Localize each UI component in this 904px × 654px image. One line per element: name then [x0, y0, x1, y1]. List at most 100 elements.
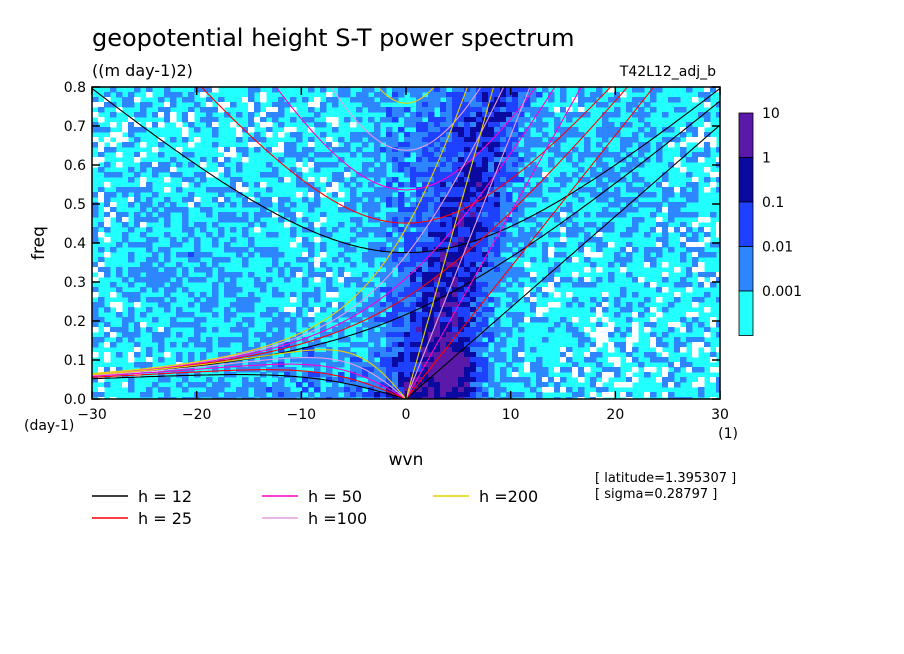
heatmap-cell [230, 247, 237, 253]
heatmap-cell [458, 202, 465, 208]
heatmap-cell [680, 252, 687, 258]
heatmap-cell [512, 147, 519, 153]
heatmap-cell [398, 337, 405, 343]
heatmap-cell [146, 102, 153, 108]
heatmap-cell [452, 237, 459, 243]
heatmap-cell [500, 357, 507, 363]
heatmap-cell [332, 187, 339, 193]
heatmap-cell [320, 272, 327, 278]
heatmap-cell [308, 162, 315, 168]
heatmap-cell [194, 332, 201, 338]
heatmap-cell [230, 357, 237, 363]
heatmap-cell [392, 177, 399, 183]
heatmap-cell [428, 257, 435, 263]
heatmap-cell [506, 182, 513, 188]
heatmap-cell [134, 342, 141, 348]
colorbar-label: 0.1 [762, 195, 784, 211]
heatmap-cell [104, 182, 111, 188]
heatmap-cell [692, 312, 699, 318]
heatmap-cell [188, 97, 195, 103]
heatmap-cell [452, 217, 459, 223]
heatmap-cell [476, 392, 483, 398]
heatmap-cell [110, 207, 117, 213]
heatmap-cell [548, 247, 555, 253]
heatmap-cell [536, 122, 543, 128]
heatmap-cell [326, 232, 333, 238]
heatmap-cell [260, 137, 267, 143]
heatmap-cell [332, 182, 339, 188]
heatmap-cell [272, 232, 279, 238]
heatmap-cell [512, 357, 519, 363]
heatmap-cell [500, 142, 507, 148]
heatmap-cell [572, 297, 579, 303]
heatmap-cell [206, 302, 213, 308]
heatmap-cell [698, 242, 705, 248]
heatmap-cell [284, 197, 291, 203]
heatmap-cell [344, 182, 351, 188]
heatmap-cell [488, 162, 495, 168]
heatmap-cell [290, 132, 297, 138]
heatmap-cell [452, 242, 459, 248]
legend-label: h = 50 [308, 487, 362, 506]
heatmap-cell [164, 252, 171, 258]
heatmap-cell [182, 207, 189, 213]
heatmap-cell [656, 237, 663, 243]
heatmap-cell [380, 372, 387, 378]
heatmap-cell [446, 392, 453, 398]
heatmap-cell [362, 87, 369, 93]
heatmap-cell [452, 367, 459, 373]
heatmap-cell [428, 122, 435, 128]
heatmap-cell [314, 287, 321, 293]
heatmap-cell [242, 397, 249, 399]
heatmap-cell [614, 127, 621, 133]
heatmap-cell [392, 337, 399, 343]
heatmap-cell [152, 277, 159, 283]
heatmap-cell [608, 367, 615, 373]
heatmap-cell [188, 152, 195, 158]
heatmap-cell [608, 322, 615, 328]
heatmap-cell [482, 272, 489, 278]
heatmap-cell [176, 242, 183, 248]
heatmap-cell [242, 342, 249, 348]
heatmap-cell [650, 132, 657, 138]
heatmap-cell [140, 362, 147, 368]
heatmap-cell [350, 217, 357, 223]
heatmap-cell [530, 387, 537, 393]
heatmap-cell [140, 202, 147, 208]
heatmap-cell [338, 277, 345, 283]
heatmap-cell [386, 117, 393, 123]
heatmap-cell [434, 192, 441, 198]
heatmap-cell [434, 167, 441, 173]
heatmap-cell [146, 267, 153, 273]
heatmap-cell [122, 332, 129, 338]
heatmap-cell [512, 372, 519, 378]
heatmap-cell [134, 172, 141, 178]
heatmap-cell [128, 282, 135, 288]
heatmap-cell [512, 367, 519, 373]
heatmap-cell [122, 317, 129, 323]
heatmap-cell [368, 192, 375, 198]
heatmap-cell [116, 367, 123, 373]
heatmap-cell [128, 102, 135, 108]
heatmap-cell [602, 367, 609, 373]
heatmap-cell [674, 137, 681, 143]
heatmap-cell [542, 112, 549, 118]
heatmap-cell [476, 317, 483, 323]
heatmap-cell [428, 392, 435, 398]
heatmap-cell [356, 392, 363, 398]
heatmap-cell [212, 237, 219, 243]
heatmap-cell [266, 397, 273, 399]
heatmap-cell [674, 107, 681, 113]
heatmap-cell [140, 222, 147, 228]
heatmap-cell [284, 387, 291, 393]
heatmap-cell [704, 117, 711, 123]
heatmap-cell [560, 357, 567, 363]
heatmap-cell [428, 282, 435, 288]
heatmap-cell [488, 242, 495, 248]
heatmap-cell [134, 272, 141, 278]
heatmap-cell [458, 92, 465, 98]
heatmap-cell [356, 197, 363, 203]
heatmap-cell [380, 97, 387, 103]
heatmap-cell [482, 87, 489, 93]
heatmap-cell [686, 172, 693, 178]
